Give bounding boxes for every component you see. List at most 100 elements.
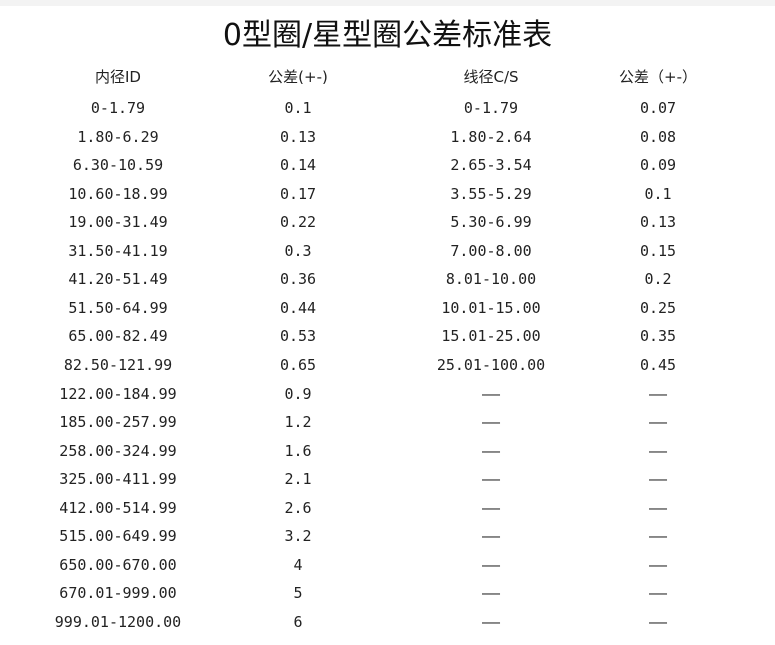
cross-section-cell: —— (481, 470, 501, 489)
cross-section-cell: 25.01-100.00 (436, 355, 546, 374)
cs-tolerance-cell: 0.07 (639, 99, 677, 117)
inner-diameter-cell: 999.01-1200.00 (54, 612, 182, 631)
id-tolerance-cell: 5 (293, 584, 303, 603)
cross-section-cell: —— (481, 441, 501, 460)
id-tolerance-cell: 0.17 (279, 184, 317, 203)
cross-section-cell: —— (481, 527, 501, 546)
table-row: 0-1.79 0.1 0-1.79 0.07 (0, 94, 775, 122)
inner-diameter-cell: 258.00-324.99 (59, 441, 177, 460)
cross-section-cell: —— (481, 384, 501, 403)
inner-diameter-cell: 1.80-6.29 (77, 127, 159, 146)
table-row: 515.00-649.99 3.2 —— —— (0, 522, 775, 550)
table-row: 41.20-51.49 0.36 8.01-10.00 0.2 (0, 265, 775, 293)
inner-diameter-cell: 122.00-184.99 (59, 384, 177, 403)
cross-section-cell: 2.65-3.54 (450, 156, 532, 175)
table-row: 65.00-82.49 0.53 15.01-25.00 0.35 (0, 322, 775, 350)
cs-tolerance-cell: 0.1 (644, 184, 672, 203)
table-row: 6.30-10.59 0.14 2.65-3.54 0.09 (0, 151, 775, 179)
cross-section-cell: 7.00-8.00 (450, 241, 532, 260)
cs-tolerance-cell: 0.25 (639, 298, 677, 317)
cross-section-cell: 0-1.79 (463, 99, 519, 117)
header-inner-diameter: 内径ID (95, 68, 141, 86)
table-row: 325.00-411.99 2.1 —— —— (0, 465, 775, 493)
inner-diameter-cell: 185.00-257.99 (59, 413, 177, 432)
table-row: 122.00-184.99 0.9 —— —— (0, 380, 775, 408)
cs-tolerance-cell: —— (648, 584, 668, 603)
table-row: 412.00-514.99 2.6 —— —— (0, 494, 775, 522)
inner-diameter-cell: 515.00-649.99 (59, 527, 177, 546)
cs-tolerance-cell: 0.08 (639, 127, 677, 146)
header-cross-section: 线径C/S (463, 68, 519, 86)
cross-section-cell: —— (481, 498, 501, 517)
inner-diameter-cell: 41.20-51.49 (68, 270, 168, 289)
id-tolerance-cell: 1.2 (284, 413, 312, 432)
id-tolerance-cell: 6 (293, 612, 303, 631)
table-row: 31.50-41.19 0.3 7.00-8.00 0.15 (0, 237, 775, 265)
cs-tolerance-cell: 0.15 (639, 241, 677, 260)
top-bar (0, 0, 775, 6)
cs-tolerance-cell: 0.2 (644, 270, 672, 289)
id-tolerance-cell: 1.6 (284, 441, 312, 460)
cs-tolerance-cell: —— (648, 470, 668, 489)
header-id-tolerance: 公差(+-) (268, 68, 328, 86)
cross-section-cell: 5.30-6.99 (450, 213, 532, 232)
inner-diameter-cell: 325.00-411.99 (59, 470, 177, 489)
id-tolerance-cell: 2.1 (284, 470, 312, 489)
id-tolerance-cell: 0.13 (279, 127, 317, 146)
cs-tolerance-cell: —— (648, 527, 668, 546)
id-tolerance-cell: 0.9 (284, 384, 312, 403)
cs-tolerance-cell: —— (648, 441, 668, 460)
id-tolerance-cell: 0.14 (279, 156, 317, 175)
id-tolerance-cell: 0.36 (279, 270, 317, 289)
cs-tolerance-cell: —— (648, 498, 668, 517)
cs-tolerance-cell: —— (648, 555, 668, 574)
cs-tolerance-cell: 0.09 (639, 156, 677, 175)
id-tolerance-cell: 2.6 (284, 498, 312, 517)
cs-tolerance-cell: —— (648, 612, 668, 631)
inner-diameter-cell: 412.00-514.99 (59, 498, 177, 517)
cs-tolerance-cell: —— (648, 384, 668, 403)
cs-tolerance-cell: 0.45 (639, 355, 677, 374)
cross-section-cell: 8.01-10.00 (445, 270, 537, 289)
table-header: 内径ID 公差(+-) 线径C/S 公差（+-） (0, 63, 775, 91)
cross-section-cell: 1.80-2.64 (450, 127, 532, 146)
id-tolerance-cell: 0.3 (284, 241, 312, 260)
table-row: 185.00-257.99 1.2 —— —— (0, 408, 775, 436)
table-row: 670.01-999.00 5 —— —— (0, 579, 775, 607)
cross-section-cell: —— (481, 612, 501, 631)
table-row: 999.01-1200.00 6 —— —— (0, 608, 775, 636)
inner-diameter-cell: 82.50-121.99 (63, 355, 173, 374)
inner-diameter-cell: 0-1.79 (90, 99, 146, 117)
id-tolerance-cell: 0.44 (279, 298, 317, 317)
cross-section-cell: —— (481, 413, 501, 432)
inner-diameter-cell: 51.50-64.99 (68, 298, 168, 317)
inner-diameter-cell: 6.30-10.59 (72, 156, 164, 175)
cross-section-cell: —— (481, 584, 501, 603)
table-row: 258.00-324.99 1.6 —— —— (0, 437, 775, 465)
inner-diameter-cell: 31.50-41.19 (68, 241, 168, 260)
inner-diameter-cell: 10.60-18.99 (68, 184, 168, 203)
id-tolerance-cell: 0.22 (279, 213, 317, 232)
table-row: 1.80-6.29 0.13 1.80-2.64 0.08 (0, 123, 775, 151)
table-row: 51.50-64.99 0.44 10.01-15.00 0.25 (0, 294, 775, 322)
inner-diameter-cell: 670.01-999.00 (59, 584, 177, 603)
table-row: 82.50-121.99 0.65 25.01-100.00 0.45 (0, 351, 775, 379)
cs-tolerance-cell: 0.35 (639, 327, 677, 346)
inner-diameter-cell: 65.00-82.49 (68, 327, 168, 346)
id-tolerance-cell: 0.53 (279, 327, 317, 346)
inner-diameter-cell: 19.00-31.49 (68, 213, 168, 232)
inner-diameter-cell: 650.00-670.00 (59, 555, 177, 574)
header-cs-tolerance: 公差（+-） (619, 68, 697, 86)
cross-section-cell: 10.01-15.00 (441, 298, 541, 317)
table-row: 10.60-18.99 0.17 3.55-5.29 0.1 (0, 180, 775, 208)
id-tolerance-cell: 3.2 (284, 527, 312, 546)
table-row: 19.00-31.49 0.22 5.30-6.99 0.13 (0, 208, 775, 236)
cs-tolerance-cell: 0.13 (639, 213, 677, 232)
id-tolerance-cell: 4 (293, 555, 303, 574)
cross-section-cell: 3.55-5.29 (450, 184, 532, 203)
table-row: 650.00-670.00 4 —— —— (0, 551, 775, 579)
cross-section-cell: —— (481, 555, 501, 574)
cross-section-cell: 15.01-25.00 (441, 327, 541, 346)
cs-tolerance-cell: —— (648, 413, 668, 432)
id-tolerance-cell: 0.1 (284, 99, 312, 117)
